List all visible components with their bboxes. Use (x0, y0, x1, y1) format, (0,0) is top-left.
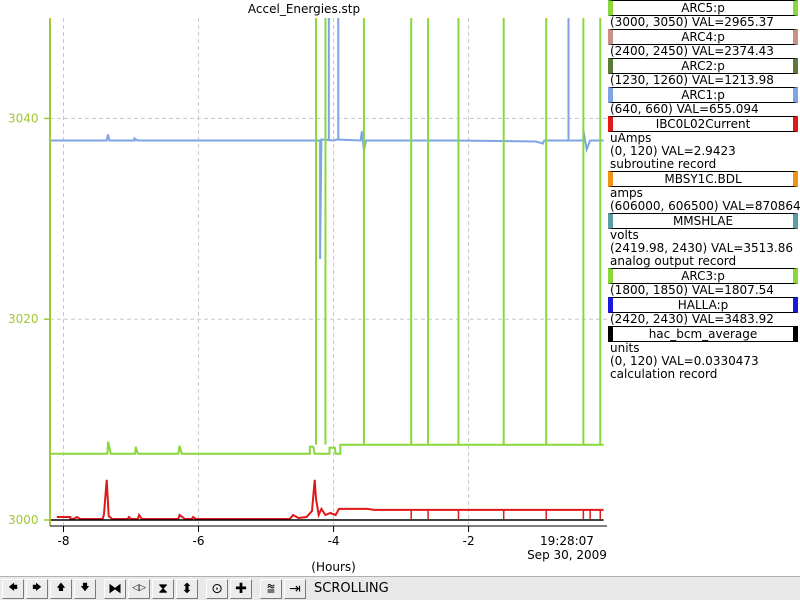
y-tick-label: 3000 (8, 513, 39, 527)
status-text: SCROLLING (314, 581, 389, 596)
x-tick-label: -6 (193, 534, 205, 548)
zoom-in-x-button[interactable]: ⧓ (104, 578, 126, 599)
legend-entry[interactable]: ARC5:p (3000, 3050) VAL=2965.37 (608, 0, 800, 29)
autoscale-button[interactable]: ⊙ (206, 578, 228, 599)
legend-entry[interactable]: MBSY1C.BDL amps (606000, 606500) VAL=87086… (608, 171, 800, 213)
legend-label[interactable]: ARC2:p (608, 58, 798, 74)
legend-detail: (2419.98, 2430) VAL=3513.86 (610, 241, 793, 255)
legend-label[interactable]: ARC1:p (608, 87, 798, 103)
chart-title: Accel_Energies.stp (248, 2, 360, 16)
zoom-in-x-icon: ⧓ (108, 580, 122, 597)
legend-label[interactable]: ARC4:p (608, 29, 798, 45)
legend-detail: amps (610, 186, 643, 200)
legend-detail: (2420, 2430) VAL=3483.92 (610, 312, 774, 326)
toolbar-buttons: 🡄 🡆 🡅 🡇 ⧓ ◁▷ ⧗ ⬍ ⊙ ✚ ⩰ ⇥ (0, 578, 306, 599)
scroll-down-button[interactable]: 🡇 (74, 578, 96, 599)
legend-label[interactable]: ARC5:p (608, 0, 798, 16)
legend-detail: (606000, 606500) VAL=870864 (610, 199, 800, 213)
legend-label[interactable]: MBSY1C.BDL (608, 171, 798, 187)
go-to-end-button[interactable]: ⇥ (284, 578, 306, 599)
series-line-arc1-p (50, 130, 604, 260)
legend-entry[interactable]: ARC3:p (1800, 1850) VAL=1807.54 (608, 268, 800, 297)
legend-label[interactable]: hac_bcm_average (608, 326, 798, 342)
legend-detail: analog output record (610, 254, 737, 268)
arrow-right-icon: 🡆 (32, 583, 42, 593)
legend-entry[interactable]: ARC1:p (640, 660) VAL=655.094 (608, 87, 800, 116)
arrow-up-icon: 🡅 (56, 583, 66, 593)
legend-label[interactable]: ARC3:p (608, 268, 798, 284)
plot-svg[interactable]: Accel_Energies.stp 3000 3020 3040 -8 -6 -4 -2 19… (0, 0, 608, 576)
legend-detail: (3000, 3050) VAL=2965.37 (610, 15, 774, 29)
legend-detail: (0, 120) VAL=0.0330473 (610, 354, 759, 368)
zoom-out-y-icon: ⬍ (181, 580, 193, 597)
legend-entry[interactable]: MMSHLAE volts (2419.98, 2430) VAL=3513.86 a… (608, 213, 800, 268)
legend-entry[interactable]: ARC4:p (2400, 2450) VAL=2374.43 (608, 29, 800, 58)
scroll-up-button[interactable]: 🡅 (50, 578, 72, 599)
x-tick-label: -4 (328, 534, 340, 548)
y-tick-label: 3020 (8, 312, 39, 326)
zoom-out-x-button[interactable]: ◁▷ (128, 578, 150, 599)
legend-label[interactable]: MMSHLAE (608, 213, 798, 229)
crosshair-icon: ✚ (235, 580, 247, 597)
legend-panel: ARC5:p (3000, 3050) VAL=2965.37 ARC4:p (240… (608, 0, 800, 576)
series-line-ibc0l02current (56, 479, 604, 520)
x-axis-label: (Hours) (311, 560, 356, 574)
zoom-out-y-button[interactable]: ⬍ (176, 578, 198, 599)
legend-entry[interactable]: HALLA:p (2420, 2430) VAL=3483.92 (608, 297, 800, 326)
zoom-in-y-icon: ⧗ (158, 580, 168, 597)
legend-detail: uAmps (610, 131, 652, 145)
x-tick-label: -2 (463, 534, 475, 548)
end-time-label: 19:28:07 (540, 534, 594, 548)
toolbar: 🡄 🡆 🡅 🡇 ⧓ ◁▷ ⧗ ⬍ ⊙ ✚ ⩰ ⇥ SCROLLING (0, 576, 800, 600)
legend-detail: (1800, 1850) VAL=1807.54 (610, 283, 774, 297)
legend-detail: volts (610, 228, 639, 242)
x-tick-label: -8 (58, 534, 70, 548)
scroll-left-button[interactable]: 🡄 (2, 578, 24, 599)
legend-entry[interactable]: hac_bcm_average units (0, 120) VAL=0.03304… (608, 326, 800, 381)
autoscale-icon: ⊙ (211, 580, 223, 597)
legend-detail: calculation record (610, 367, 718, 381)
y-tick-label: 3040 (8, 111, 39, 125)
go-to-end-icon: ⇥ (289, 580, 301, 597)
config-icon: ⩰ (266, 580, 276, 597)
arrow-left-icon: 🡄 (8, 583, 18, 593)
arrow-down-icon: 🡇 (80, 583, 90, 593)
zoom-in-y-button[interactable]: ⧗ (152, 578, 174, 599)
legend-detail: units (610, 341, 640, 355)
legend-detail: subroutine record (610, 157, 717, 171)
strip-chart[interactable]: Accel_Energies.stp 3000 3020 3040 -8 -6 -4 -2 19… (0, 0, 608, 576)
legend-detail: (2400, 2450) VAL=2374.43 (610, 44, 774, 58)
legend-entry[interactable]: ARC2:p (1230, 1260) VAL=1213.98 (608, 58, 800, 87)
legend-entry[interactable]: IBC0L02Current uAmps (0, 120) VAL=2.9423 su… (608, 116, 800, 171)
legend-label[interactable]: HALLA:p (608, 297, 798, 313)
legend-detail: (640, 660) VAL=655.094 (610, 102, 759, 116)
zoom-out-x-icon: ◁▷ (132, 583, 146, 593)
scroll-right-button[interactable]: 🡆 (26, 578, 48, 599)
config-button[interactable]: ⩰ (260, 578, 282, 599)
end-date-label: Sep 30, 2009 (527, 548, 607, 562)
legend-detail: (0, 120) VAL=2.9423 (610, 144, 736, 158)
crosshair-button[interactable]: ✚ (230, 578, 252, 599)
series-line-arc3-p (50, 441, 604, 455)
legend-detail: (1230, 1260) VAL=1213.98 (610, 73, 774, 87)
legend-label[interactable]: IBC0L02Current (608, 116, 798, 132)
